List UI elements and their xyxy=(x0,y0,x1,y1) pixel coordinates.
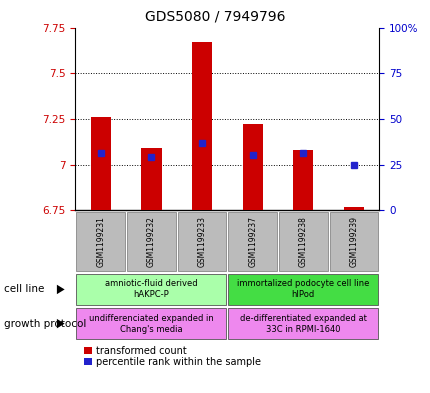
Bar xyxy=(76,274,226,305)
Bar xyxy=(228,212,276,271)
Text: growth protocol: growth protocol xyxy=(4,319,86,329)
Text: percentile rank within the sample: percentile rank within the sample xyxy=(96,357,261,367)
Bar xyxy=(329,212,378,271)
Text: GSM1199238: GSM1199238 xyxy=(298,216,307,267)
Text: GDS5080 / 7949796: GDS5080 / 7949796 xyxy=(145,10,285,24)
Text: transformed count: transformed count xyxy=(96,346,187,356)
Text: GSM1199232: GSM1199232 xyxy=(147,216,156,267)
Bar xyxy=(76,308,226,339)
Bar xyxy=(292,150,313,210)
Text: immortalized podocyte cell line
hIPod: immortalized podocyte cell line hIPod xyxy=(237,279,369,299)
Text: GSM1199233: GSM1199233 xyxy=(197,216,206,267)
Bar xyxy=(127,212,175,271)
Text: undifferenciated expanded in
Chang's media: undifferenciated expanded in Chang's med… xyxy=(89,314,213,334)
Bar xyxy=(343,207,363,210)
Text: GSM1199231: GSM1199231 xyxy=(96,216,105,267)
Text: de-differentiated expanded at
33C in RPMI-1640: de-differentiated expanded at 33C in RPM… xyxy=(240,314,366,334)
Bar xyxy=(76,212,125,271)
Text: cell line: cell line xyxy=(4,285,45,294)
Text: GSM1199239: GSM1199239 xyxy=(349,216,358,267)
Text: amniotic-fluid derived
hAKPC-P: amniotic-fluid derived hAKPC-P xyxy=(105,279,197,299)
Bar xyxy=(177,212,226,271)
Text: GSM1199237: GSM1199237 xyxy=(248,216,257,267)
Bar xyxy=(228,308,378,339)
Bar xyxy=(90,117,111,210)
Bar xyxy=(191,42,212,210)
Bar xyxy=(228,274,378,305)
Bar xyxy=(278,212,327,271)
Bar xyxy=(141,148,161,210)
Bar xyxy=(242,124,262,210)
